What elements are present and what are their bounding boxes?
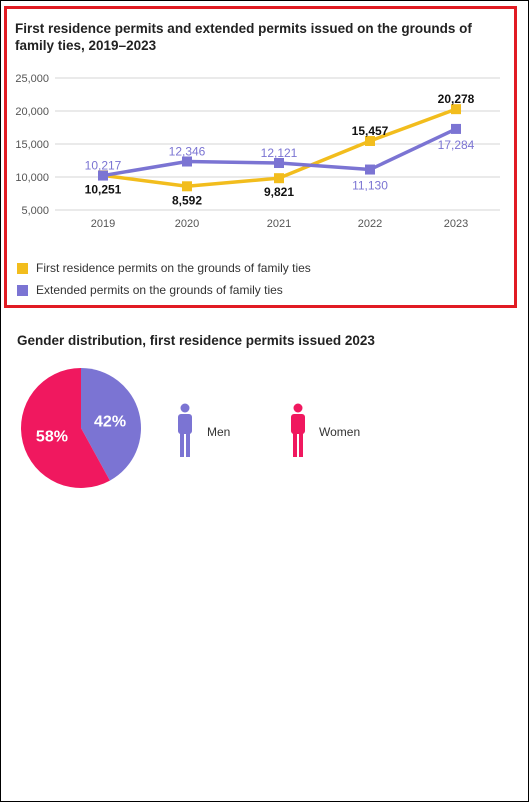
data-point xyxy=(182,181,192,192)
pie-slice-label: 42% xyxy=(94,414,126,431)
data-label: 9,821 xyxy=(264,185,294,199)
legend-swatch-extended xyxy=(17,284,28,296)
legend-swatch-first xyxy=(17,262,28,274)
x-tick-label: 2020 xyxy=(175,218,199,230)
data-label: 20,278 xyxy=(438,92,475,106)
x-tick-label: 2019 xyxy=(91,218,115,230)
legend-item-first: First residence permits on the grounds o… xyxy=(17,261,311,275)
women-label: Women xyxy=(319,425,361,439)
legend-label-extended: Extended permits on the grounds of famil… xyxy=(36,283,283,297)
data-label: 10,217 xyxy=(85,159,122,173)
line-chart: 5,000 10,000 15,000 20,000 25,000 2019 2020 202… xyxy=(15,73,500,230)
data-label: 11,130 xyxy=(352,179,388,193)
data-point xyxy=(365,164,375,175)
men-label: Men xyxy=(207,425,231,439)
pie-slice xyxy=(81,368,142,481)
data-label: 12,121 xyxy=(261,146,298,160)
data-label: 17,284 xyxy=(438,138,475,152)
x-tick-label: 2023 xyxy=(444,218,468,230)
data-point xyxy=(182,156,192,167)
y-tick-label: 5,000 xyxy=(21,205,49,217)
data-label: 12,346 xyxy=(169,145,206,159)
pie-slice xyxy=(21,368,110,488)
pie-slice-label: 58% xyxy=(36,428,68,445)
pie-chart-title: Gender distribution, first residence per… xyxy=(17,333,375,348)
x-tick-label: 2021 xyxy=(267,218,291,230)
data-label: 15,457 xyxy=(352,124,389,138)
x-tick-label: 2022 xyxy=(358,218,382,230)
data-point xyxy=(98,170,108,181)
pie-chart: 42% 58% xyxy=(21,368,142,488)
y-tick-label: 10,000 xyxy=(15,172,49,184)
women-person-icon xyxy=(291,403,305,457)
data-label: 8,592 xyxy=(172,193,202,207)
data-point xyxy=(451,123,461,134)
line-chart-title: First residence permits and extended per… xyxy=(15,21,472,53)
legend-item-extended: Extended permits on the grounds of famil… xyxy=(17,283,283,297)
data-point xyxy=(365,135,375,146)
data-point xyxy=(451,104,461,115)
men-person-icon xyxy=(178,403,192,457)
y-tick-label: 20,000 xyxy=(15,106,49,118)
legend-label-first: First residence permits on the grounds o… xyxy=(36,261,311,275)
y-tick-label: 15,000 xyxy=(15,139,49,151)
y-tick-label: 25,000 xyxy=(15,73,49,85)
data-label: 10,251 xyxy=(85,182,122,196)
data-point xyxy=(274,158,284,169)
data-point xyxy=(274,173,284,184)
highlight-box xyxy=(4,6,517,308)
